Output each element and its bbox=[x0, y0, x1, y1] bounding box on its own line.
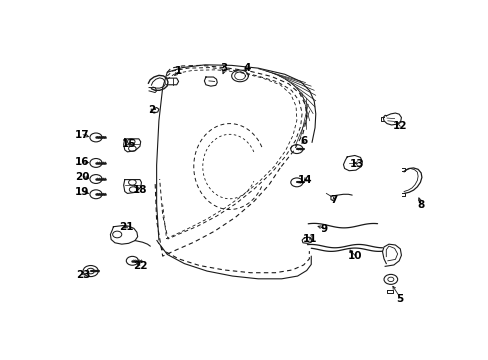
Text: 4: 4 bbox=[243, 63, 250, 73]
Circle shape bbox=[127, 139, 135, 144]
Text: 1: 1 bbox=[175, 66, 182, 76]
Circle shape bbox=[387, 277, 393, 282]
Circle shape bbox=[128, 180, 136, 185]
Text: 3: 3 bbox=[220, 63, 227, 73]
Text: 23: 23 bbox=[76, 270, 90, 280]
Circle shape bbox=[90, 175, 102, 184]
Text: 8: 8 bbox=[417, 201, 424, 210]
Text: 13: 13 bbox=[349, 159, 364, 169]
Circle shape bbox=[290, 178, 302, 187]
Text: 2: 2 bbox=[148, 105, 155, 115]
Text: 16: 16 bbox=[75, 157, 89, 167]
Text: 12: 12 bbox=[392, 121, 407, 131]
Circle shape bbox=[90, 158, 102, 167]
Text: 11: 11 bbox=[303, 234, 317, 244]
Circle shape bbox=[87, 268, 94, 274]
Text: 18: 18 bbox=[132, 185, 147, 194]
Text: 21: 21 bbox=[119, 222, 134, 232]
Text: 15: 15 bbox=[121, 139, 136, 149]
Text: 5: 5 bbox=[396, 294, 403, 304]
Circle shape bbox=[128, 146, 136, 151]
Circle shape bbox=[112, 231, 122, 238]
Text: 20: 20 bbox=[75, 172, 89, 182]
Text: 17: 17 bbox=[75, 130, 89, 140]
Text: 10: 10 bbox=[347, 251, 361, 261]
Circle shape bbox=[90, 190, 102, 199]
Circle shape bbox=[83, 266, 98, 276]
Text: 9: 9 bbox=[320, 224, 327, 234]
Circle shape bbox=[290, 145, 302, 153]
Text: 6: 6 bbox=[300, 136, 306, 146]
Circle shape bbox=[129, 187, 137, 192]
Text: 22: 22 bbox=[132, 261, 147, 271]
Circle shape bbox=[383, 274, 397, 284]
Circle shape bbox=[90, 133, 102, 142]
Text: 14: 14 bbox=[298, 175, 312, 185]
Text: 19: 19 bbox=[75, 187, 89, 197]
Text: 7: 7 bbox=[329, 195, 337, 205]
Circle shape bbox=[126, 256, 138, 265]
